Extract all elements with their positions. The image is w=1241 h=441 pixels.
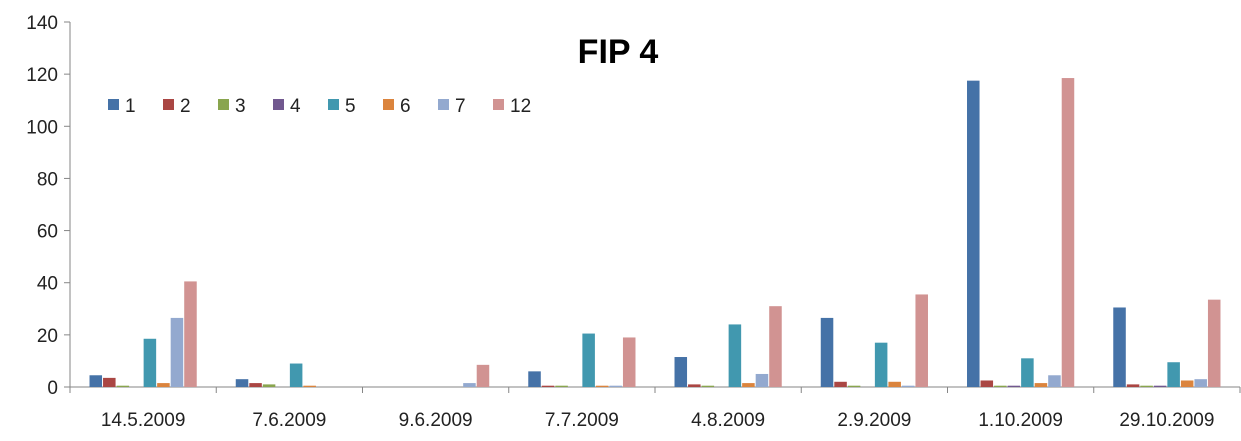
bar-7-2.9.2009 xyxy=(901,385,915,387)
legend-label-6: 6 xyxy=(400,96,411,117)
legend-label-4: 4 xyxy=(290,96,301,117)
legend-swatch-7 xyxy=(438,99,449,110)
bar-2-7.6.2009 xyxy=(249,383,262,387)
bar-7-29.10.2009 xyxy=(1194,379,1207,387)
bar-6-4.8.2009 xyxy=(742,383,755,387)
x-tick-label: 4.8.2009 xyxy=(691,410,765,431)
bar-2-14.5.2009 xyxy=(103,377,116,387)
bar-6-7.7.2009 xyxy=(595,385,609,387)
x-tick-label: 29.10.2009 xyxy=(1119,410,1214,431)
bar-2-2.9.2009 xyxy=(834,381,847,387)
bar-12-7.7.2009 xyxy=(622,337,636,387)
bar-2-4.8.2009 xyxy=(688,384,701,387)
bar-7-9.6.2009 xyxy=(463,383,476,387)
y-tick-label: 40 xyxy=(37,274,58,295)
bar-3-4.8.2009 xyxy=(701,385,715,387)
legend: 1 2 3 4 5 6 7 12 xyxy=(108,96,531,117)
bar-1-4.8.2009 xyxy=(674,357,688,387)
y-axis: 0 20 40 60 80 100 120 140 xyxy=(26,13,71,399)
bar-5-14.5.2009 xyxy=(143,338,157,387)
y-tick-label: 140 xyxy=(26,13,58,34)
bar-5-7.6.2009 xyxy=(289,363,303,387)
bar-1-14.5.2009 xyxy=(89,375,103,387)
bar-5-1.10.2009 xyxy=(1021,358,1034,387)
x-tick-label: 1.10.2009 xyxy=(978,410,1063,431)
legend-label-5: 5 xyxy=(345,96,356,117)
bar-6-1.10.2009 xyxy=(1034,383,1048,387)
bar-1-7.7.2009 xyxy=(528,371,541,387)
bar-3-7.7.2009 xyxy=(555,385,568,387)
bar-1-1.10.2009 xyxy=(967,80,980,388)
bar-7-7.7.2009 xyxy=(609,385,622,387)
bar-3-29.10.2009 xyxy=(1140,385,1153,387)
y-tick-label: 80 xyxy=(37,169,58,190)
legend-swatch-1 xyxy=(108,99,119,110)
bar-7-4.8.2009 xyxy=(755,373,769,387)
legend-swatch-6 xyxy=(383,99,394,110)
bar-1-7.6.2009 xyxy=(235,379,249,387)
legend-swatch-12 xyxy=(493,99,504,110)
legend-label-3: 3 xyxy=(235,96,246,117)
legend-label-1: 1 xyxy=(125,96,136,117)
bar-12-1.10.2009 xyxy=(1061,78,1075,387)
x-tick-label: 14.5.2009 xyxy=(101,410,186,431)
y-tick-label: 0 xyxy=(47,378,58,399)
bar-12-29.10.2009 xyxy=(1207,299,1221,387)
bar-5-4.8.2009 xyxy=(728,324,742,387)
bar-2-1.10.2009 xyxy=(980,380,994,387)
legend-swatch-4 xyxy=(273,99,284,110)
legend-swatch-3 xyxy=(218,99,229,110)
bar-2-29.10.2009 xyxy=(1126,384,1140,387)
bar-3-1.10.2009 xyxy=(994,385,1007,387)
chart-title: FIP 4 xyxy=(578,33,659,71)
bar-12-9.6.2009 xyxy=(476,364,490,387)
y-tick-label: 120 xyxy=(26,65,58,86)
legend-label-2: 2 xyxy=(180,96,191,117)
bar-6-14.5.2009 xyxy=(157,383,170,387)
bar-7-1.10.2009 xyxy=(1048,375,1061,387)
bar-7-14.5.2009 xyxy=(170,317,184,387)
legend-label-12: 12 xyxy=(510,96,531,117)
bar-4-1.10.2009 xyxy=(1007,385,1021,387)
x-tick-label: 7.7.2009 xyxy=(545,410,619,431)
bar-5-7.7.2009 xyxy=(582,333,595,387)
y-tick-label: 20 xyxy=(37,326,58,347)
bar-5-2.9.2009 xyxy=(874,342,888,387)
x-axis: 14.5.2009 7.6.2009 9.6.2009 7.7.2009 4.8.200… xyxy=(69,386,1241,431)
x-tick-label: 2.9.2009 xyxy=(837,410,911,431)
bar-3-2.9.2009 xyxy=(847,385,861,387)
x-tick-label: 9.6.2009 xyxy=(399,410,473,431)
bar-4-29.10.2009 xyxy=(1153,385,1167,387)
x-tick-label: 7.6.2009 xyxy=(252,410,326,431)
bar-2-7.7.2009 xyxy=(541,385,555,387)
bar-6-29.10.2009 xyxy=(1180,380,1194,387)
bar-3-14.5.2009 xyxy=(116,385,130,387)
bar-1-2.9.2009 xyxy=(820,317,834,387)
bar-12-14.5.2009 xyxy=(184,281,197,387)
bar-1-29.10.2009 xyxy=(1113,307,1126,387)
legend-label-7: 7 xyxy=(455,96,466,117)
bar-12-2.9.2009 xyxy=(915,294,928,387)
y-tick-label: 100 xyxy=(26,117,58,138)
bar-5-29.10.2009 xyxy=(1167,362,1180,387)
bar-6-2.9.2009 xyxy=(888,381,901,387)
bar-12-4.8.2009 xyxy=(769,306,782,387)
y-tick-label: 60 xyxy=(37,222,58,243)
bar-3-7.6.2009 xyxy=(262,384,276,387)
bars xyxy=(89,78,1221,388)
legend-swatch-2 xyxy=(163,99,174,110)
legend-swatch-5 xyxy=(328,99,339,110)
bar-6-7.6.2009 xyxy=(303,385,316,387)
